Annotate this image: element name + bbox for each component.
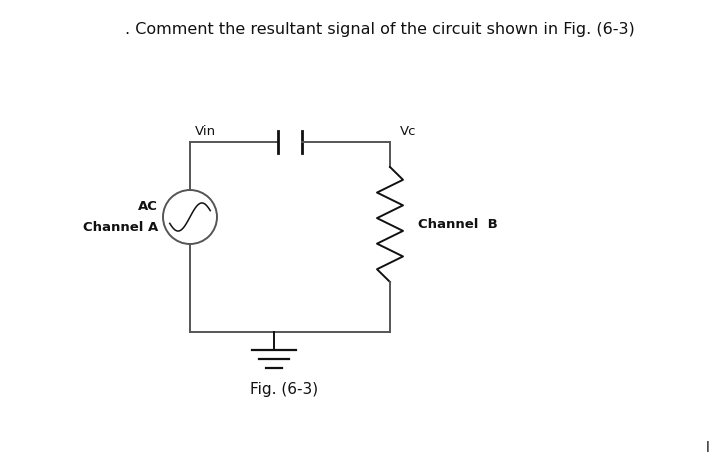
Text: Fig. (6-3): Fig. (6-3): [250, 382, 318, 397]
Text: Channel  B: Channel B: [418, 218, 498, 231]
Text: Vin: Vin: [195, 125, 216, 138]
Text: Channel A: Channel A: [83, 221, 158, 234]
Text: AC: AC: [138, 200, 158, 213]
Text: l: l: [706, 441, 710, 455]
Text: . Comment the resultant signal of the circuit shown in Fig. (6-3): . Comment the resultant signal of the ci…: [125, 22, 635, 37]
Text: Vc: Vc: [400, 125, 417, 138]
